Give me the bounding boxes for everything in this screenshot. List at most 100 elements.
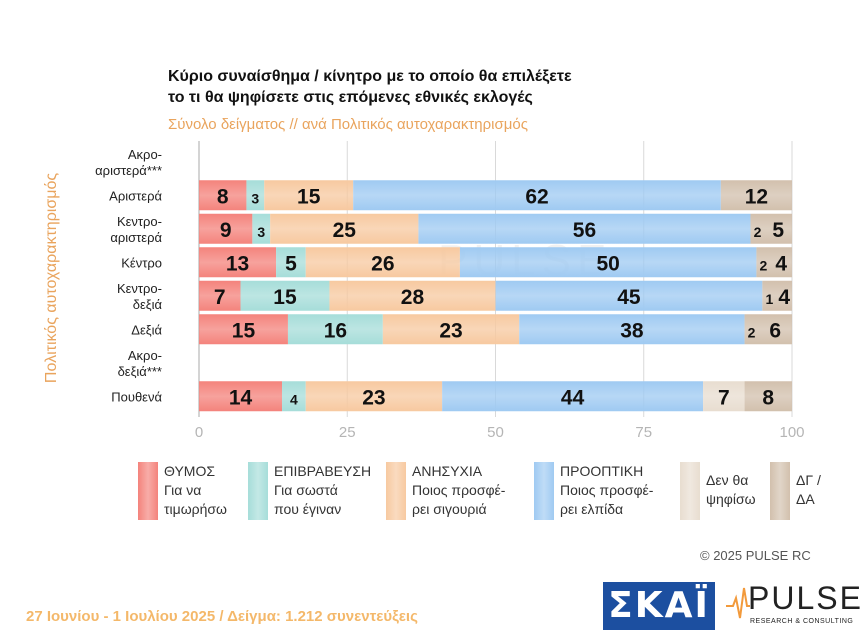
survey-footer: 27 Ιουνίου - 1 Ιουλίου 2025 / Δείγμα: 1.… <box>26 608 418 625</box>
data-label: 4 <box>778 286 790 309</box>
bar-segment <box>246 180 265 211</box>
legend-swatch <box>534 462 554 520</box>
data-label: 50 <box>596 252 619 275</box>
bar-segment <box>329 280 496 311</box>
bar-segment <box>744 314 792 345</box>
data-label: 62 <box>525 185 548 208</box>
category-label: Κεντρο- <box>117 214 162 229</box>
pulse-wordmark: PULSE <box>748 580 863 616</box>
data-label: 28 <box>401 286 425 309</box>
bar-segment <box>762 280 792 311</box>
skai-logo: ΣΚΑΪ <box>603 582 715 630</box>
legend-label: ΠΡΟΟΠΤΙΚΗ Ποιος προσφέ-ρει ελπίδα <box>560 463 654 517</box>
x-tick-label: 100 <box>779 424 804 441</box>
bar-segment <box>720 180 792 211</box>
data-label: 15 <box>232 319 256 342</box>
bar-segment <box>305 247 460 278</box>
bar-segment <box>744 381 792 412</box>
bar-segment <box>199 314 288 345</box>
category-label: αριστερά*** <box>95 163 162 178</box>
bar-segment <box>703 381 745 412</box>
bar-segment <box>418 213 751 244</box>
bar-segment <box>199 247 277 278</box>
chart-legend: ΘΥΜΟΣ Για να τιμωρήσω ΕΠΙΒΡΑΒΕΥΣΗ Για σωστά π… <box>138 462 838 522</box>
data-label: 26 <box>371 252 394 275</box>
chart-title: Κύριο συναίσθημα / κίνητρο με το οποίο θ… <box>168 66 788 108</box>
data-label: 1 <box>765 291 773 307</box>
data-label: 16 <box>324 319 347 342</box>
legend-label: ΘΥΜΟΣ Για να τιμωρήσω <box>164 463 227 517</box>
data-label: 4 <box>290 391 298 407</box>
x-tick-label: 25 <box>339 424 356 441</box>
category-label: Δεξιά <box>131 322 162 337</box>
data-label: 4 <box>775 252 787 275</box>
data-label: 25 <box>333 219 357 242</box>
data-label: 14 <box>229 386 253 409</box>
chart-subtitle: Σύνολο δείγματος // ανά Πολιτικός αυτοχα… <box>168 116 528 133</box>
pulse-heartbeat-icon <box>726 587 750 619</box>
legend-label: ΔΓ / ΔΑ <box>796 472 821 507</box>
legend-label: ΕΠΙΒΡΑΒΕΥΣΗ Για σωστά που έγιναν <box>274 463 372 517</box>
legend-swatch <box>248 462 268 520</box>
x-tick-label: 50 <box>487 424 504 441</box>
x-tick-label: 75 <box>635 424 652 441</box>
x-tick-label: 0 <box>195 424 203 441</box>
title-line-1: Κύριο συναίσθημα / κίνητρο με το οποίο θ… <box>168 68 572 85</box>
data-label: 5 <box>285 252 297 275</box>
category-label: Ακρο- <box>128 348 162 363</box>
data-label: 23 <box>439 319 462 342</box>
bar-segment <box>287 314 383 345</box>
data-label: 3 <box>257 224 265 240</box>
pulse-logo: PULSE RESEARCH & CONSULTING <box>726 580 863 632</box>
stacked-bar-chart: 0 25 50 75 100Ακρο-αριστερά***ΑριστεράΚεντρο… <box>95 141 805 441</box>
bar-segment <box>305 381 443 412</box>
bar-segment <box>270 213 419 244</box>
bar-segment <box>264 180 354 211</box>
data-label: 8 <box>217 185 229 208</box>
data-label: 3 <box>251 190 259 206</box>
pulse-tagline: RESEARCH & CONSULTING <box>750 618 854 625</box>
legend-swatch <box>386 462 406 520</box>
data-label: 23 <box>362 386 385 409</box>
bar-segment <box>276 247 306 278</box>
legend-swatch <box>138 462 158 520</box>
data-label: 44 <box>561 386 585 409</box>
data-label: 45 <box>617 286 641 309</box>
data-label: 9 <box>220 219 232 242</box>
bar-segment <box>495 280 763 311</box>
category-label: αριστερά <box>110 230 162 245</box>
category-label: Κέντρο <box>121 255 162 270</box>
category-label: Αριστερά <box>109 188 162 203</box>
data-label: 5 <box>772 219 784 242</box>
bar-segment <box>519 314 745 345</box>
data-label: 2 <box>748 324 756 340</box>
bar-segment <box>382 314 520 345</box>
bar-segment <box>756 247 792 278</box>
bar-segment <box>750 213 792 244</box>
copyright-text: © 2025 PULSE RC <box>700 548 811 563</box>
bar-segment <box>353 180 721 211</box>
data-label: 2 <box>754 224 762 240</box>
category-label: Κεντρο- <box>117 281 162 296</box>
data-label: 2 <box>760 257 768 273</box>
category-label: δεξιά <box>133 297 163 312</box>
data-label: 56 <box>573 219 596 242</box>
category-label: δεξιά*** <box>118 364 162 379</box>
bar-segment <box>199 280 241 311</box>
data-label: 38 <box>620 319 644 342</box>
bar-segment <box>199 381 283 412</box>
category-label: Ακρο- <box>128 147 162 162</box>
data-label: 15 <box>273 286 297 309</box>
data-label: 7 <box>718 386 730 409</box>
data-label: 8 <box>762 386 774 409</box>
bar-segment <box>442 381 704 412</box>
legend-label: ΑΝΗΣΥΧΙΑ Ποιος προσφέ-ρει σιγουριά <box>412 463 506 517</box>
data-label: 13 <box>226 252 249 275</box>
data-label: 15 <box>297 185 321 208</box>
title-line-2: το τι θα ψηφίσετε στις επόμενες εθνικές … <box>168 89 533 106</box>
bar-segment <box>459 247 757 278</box>
data-label: 12 <box>745 185 768 208</box>
bar-segment <box>199 180 247 211</box>
data-label: 6 <box>769 319 781 342</box>
bar-segment <box>199 213 253 244</box>
